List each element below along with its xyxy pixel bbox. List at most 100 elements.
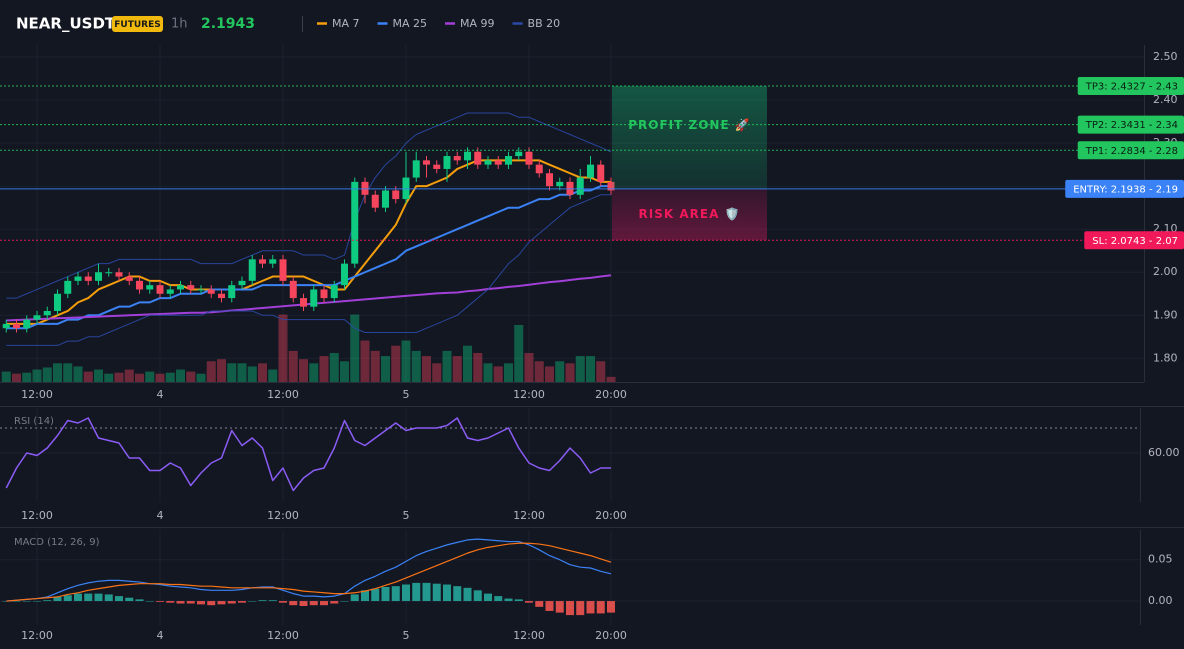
candle-body (556, 181, 564, 187)
ma-line (6, 274, 612, 322)
macd-histogram-bar (514, 599, 523, 602)
x-tick-label: 12:00 (513, 388, 545, 401)
candle-body (166, 289, 174, 294)
candle-body (330, 285, 338, 299)
candle-body (371, 194, 379, 208)
macd-histogram-bar (248, 601, 257, 602)
volume-bar (217, 359, 226, 382)
volume-bar (22, 372, 32, 382)
volume-bar (370, 350, 380, 382)
x-tick-label: 12:00 (21, 509, 53, 522)
macd-histogram-bar (350, 594, 359, 602)
candle-body (146, 285, 154, 290)
bb-upper (6, 112, 612, 299)
volume-bar (442, 350, 452, 382)
volume-bar (12, 373, 21, 382)
volume-bar (53, 363, 62, 382)
volume-bar (524, 352, 534, 382)
level-label: ENTRY: 2.1938 - 2.19 (1073, 184, 1178, 195)
macd-histogram-bar (268, 600, 277, 602)
macd-histogram-bar (238, 601, 246, 603)
candle-body (279, 259, 287, 281)
interval: 1h (171, 17, 188, 32)
macd-histogram-bar (555, 601, 564, 613)
y-tick-label: 0.00 (1148, 594, 1173, 607)
volume-bar (309, 363, 319, 382)
y-tick-label: 0.05 (1148, 553, 1173, 566)
candle-body (525, 151, 533, 165)
candle-body (2, 323, 10, 329)
volume-bar (391, 345, 401, 382)
macd-histogram-bar (104, 594, 113, 602)
macd-histogram-bar (545, 601, 554, 611)
x-tick-label: 20:00 (595, 629, 627, 642)
candle-body (207, 289, 215, 294)
candle-body (402, 177, 410, 200)
volume-bar (463, 345, 472, 382)
legend-label: MA 25 (393, 17, 428, 30)
volume-bar (401, 340, 411, 382)
futures-badge (112, 16, 163, 32)
volume-bar (288, 350, 298, 382)
macd-histogram-bar (227, 601, 236, 604)
macd-histogram-bar (94, 593, 103, 602)
candle-body (464, 151, 471, 161)
candle-body (412, 160, 420, 178)
macd-histogram-bar (125, 597, 134, 602)
volume-bar (329, 352, 339, 382)
macd-histogram-bar (176, 601, 185, 604)
candle-body (125, 276, 133, 281)
macd-histogram-bar (596, 601, 605, 614)
volume-bar (534, 361, 544, 382)
level-label: TP1: 2.2834 - 2.28 (1085, 146, 1178, 157)
candle-body (351, 181, 359, 264)
volume-bar (545, 366, 554, 382)
x-tick-label: 12:00 (513, 509, 545, 522)
macd-line (6, 542, 612, 602)
macd-histogram-bar (166, 601, 175, 603)
volume-bar (278, 314, 288, 382)
legend-label: MA 7 (332, 17, 360, 30)
macd-histogram-bar (607, 601, 615, 613)
volume-bar (596, 361, 606, 382)
candle-body (392, 190, 400, 200)
macd-histogram-bar (156, 601, 164, 602)
volume-bar (299, 359, 308, 382)
volume-bar (422, 356, 431, 382)
volume-bar (247, 366, 257, 382)
macd-histogram-bar (484, 593, 492, 602)
macd-histogram-bar (186, 601, 195, 604)
volume-bar (514, 324, 524, 382)
x-tick-label: 20:00 (595, 388, 627, 401)
candle-body (320, 289, 328, 299)
volume-bar (155, 373, 165, 382)
candle-body (43, 310, 51, 316)
x-tick-label: 5 (403, 388, 410, 401)
volume-bar (176, 369, 185, 382)
rsi-title: RSI (14) (14, 416, 54, 427)
candle-body (136, 280, 143, 290)
level-flag (1077, 115, 1184, 134)
candle-body (361, 181, 369, 195)
y-tick-label: 1.90 (1153, 308, 1178, 321)
x-tick-label: 4 (157, 509, 164, 522)
candle-body (546, 173, 553, 187)
macd-histogram-bar (576, 601, 585, 616)
x-tick-label: 12:00 (21, 388, 53, 401)
candle-body (310, 289, 318, 307)
y-tick-label: 1.80 (1153, 351, 1178, 364)
volume-bar (504, 363, 513, 382)
y-tick-label: 60.00 (1148, 446, 1180, 459)
macd-histogram-bar (63, 595, 72, 602)
volume-bar (258, 363, 267, 382)
candle-body (33, 315, 41, 320)
level-label: TP2: 2.3431 - 2.34 (1085, 120, 1178, 131)
macd-histogram-bar (12, 601, 21, 602)
macd-histogram-bar (361, 590, 369, 602)
ma-line (6, 185, 611, 330)
volume-bar (32, 369, 42, 382)
volume-bar (114, 372, 124, 382)
macd-histogram-bar (299, 601, 308, 606)
volume-bar (124, 369, 134, 382)
macd-histogram-bar (207, 601, 216, 606)
